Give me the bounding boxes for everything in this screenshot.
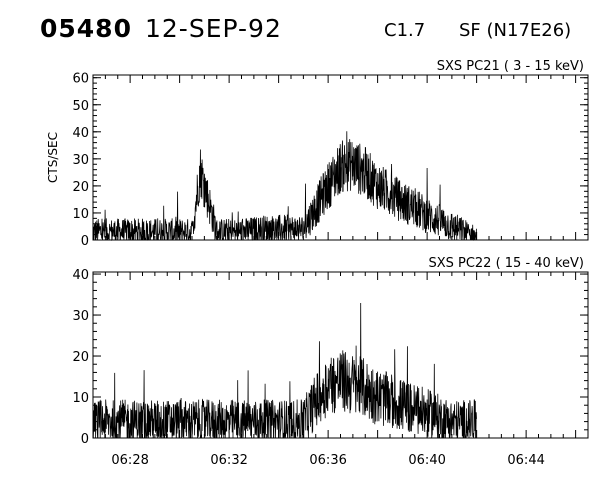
data-point	[216, 231, 217, 232]
flare-info: SF (N17E26)	[459, 20, 572, 41]
x-tick-label: 06:36	[309, 453, 346, 468]
x-tick-label: 06:40	[408, 453, 445, 468]
panel-title: SXS PC21 ( 3 - 15 keV)	[437, 59, 584, 74]
y-tick-label: 40	[72, 268, 89, 283]
data-point	[476, 421, 477, 422]
data-point	[464, 231, 465, 232]
y-tick-label: 0	[81, 234, 89, 249]
data-point	[389, 401, 390, 402]
data-point	[167, 421, 168, 422]
data-point	[377, 396, 378, 397]
data-point	[303, 229, 304, 230]
data-point	[377, 185, 378, 186]
event-date: 12-SEP-92	[145, 14, 282, 43]
data-point	[278, 421, 279, 422]
data-point	[427, 215, 428, 216]
data-point	[365, 172, 366, 173]
data-point	[216, 421, 217, 422]
panel-title: SXS PC22 ( 15 - 40 keV)	[428, 256, 584, 271]
data-point	[117, 421, 118, 422]
data-point	[303, 421, 304, 422]
goes-class: C1.7	[384, 20, 426, 41]
data-point	[340, 166, 341, 167]
count-rate-trace	[92, 131, 477, 241]
x-tick-label: 06:28	[111, 453, 148, 468]
data-point	[315, 207, 316, 208]
y-tick-label: 50	[72, 99, 89, 114]
y-tick-label: 0	[81, 432, 89, 447]
data-point	[241, 421, 242, 422]
y-tick-label: 20	[72, 350, 89, 365]
data-point	[191, 421, 192, 422]
data-point	[167, 231, 168, 232]
data-point	[340, 380, 341, 381]
data-point	[266, 421, 267, 422]
data-point	[266, 229, 267, 230]
data-point	[92, 421, 93, 422]
y-tick-label: 60	[72, 72, 89, 87]
data-point	[414, 207, 415, 208]
data-point	[402, 202, 403, 203]
event-id: 05480	[40, 14, 132, 43]
data-point	[439, 417, 440, 418]
x-tick-label: 06:32	[210, 453, 247, 468]
data-point	[439, 220, 440, 221]
count-rate-trace	[92, 302, 477, 439]
data-point	[191, 231, 192, 232]
data-point	[117, 231, 118, 232]
data-point	[200, 169, 201, 170]
data-point	[427, 413, 428, 414]
data-point	[476, 237, 477, 238]
data-point	[142, 421, 143, 422]
data-point	[315, 401, 316, 402]
panel-pc22: SXS PC22 ( 15 - 40 keV) 0 10 20 30 40 06:28 06:…	[72, 256, 589, 468]
data-point	[290, 421, 291, 422]
y-axis-label: CTS/SEC	[46, 132, 60, 183]
x-tick-label: 06:44	[507, 453, 544, 468]
data-point	[352, 384, 353, 385]
data-point	[451, 421, 452, 422]
y-tick-label: 20	[72, 180, 89, 195]
data-point	[352, 164, 353, 165]
data-point	[278, 229, 279, 230]
data-point	[365, 388, 366, 389]
panel-pc21: SXS PC21 ( 3 - 15 keV) 0 10 20 30 40 50 60 CTS/S…	[46, 59, 589, 249]
data-point	[464, 421, 465, 422]
data-point	[142, 231, 143, 232]
data-point	[402, 405, 403, 406]
y-tick-label: 30	[72, 153, 89, 168]
data-point	[328, 384, 329, 385]
title-line: 05480 12-SEP-92 C1.7 SF (N17E26)	[0, 0, 600, 60]
data-point	[389, 193, 390, 194]
y-tick-label: 30	[72, 309, 89, 324]
data-point	[328, 185, 329, 186]
y-tick-label: 40	[72, 126, 89, 141]
data-point	[241, 231, 242, 232]
y-tick-label: 10	[72, 391, 89, 406]
data-point	[290, 229, 291, 230]
data-point	[92, 231, 93, 232]
data-point	[414, 409, 415, 410]
y-tick-label: 10	[72, 207, 89, 222]
data-point	[451, 226, 452, 227]
